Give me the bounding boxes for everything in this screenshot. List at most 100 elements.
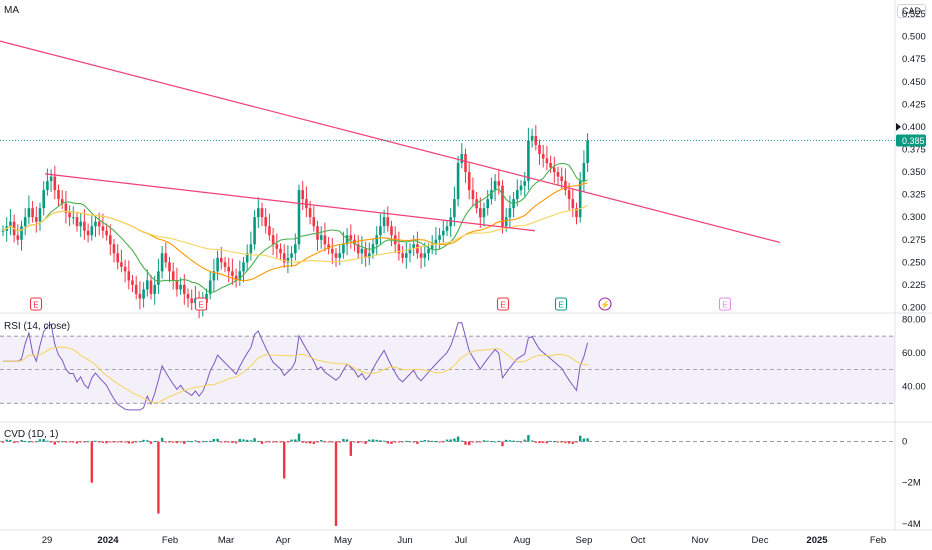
cvd-bar (575, 441, 578, 443)
cvd-bar (249, 440, 253, 442)
cvd-bar (334, 441, 338, 526)
candle-body (171, 271, 175, 281)
candle-body (208, 280, 212, 294)
cvd-bar (353, 441, 356, 443)
event-marker[interactable]: E (194, 297, 208, 311)
cvd-bar (486, 440, 489, 442)
cvd-bar (209, 440, 212, 442)
cvd-bar (530, 440, 534, 442)
main-pane[interactable] (0, 40, 895, 319)
dividend-marker-icon (598, 297, 612, 311)
candle-body (360, 248, 364, 254)
candle-body (464, 153, 467, 173)
cvd-bar (5, 439, 8, 442)
candle-body (120, 262, 123, 267)
cvd-bar (149, 441, 153, 444)
candle-body (216, 257, 219, 272)
candle-body (516, 190, 519, 200)
candle-body (101, 226, 105, 231)
candle-body (275, 244, 279, 249)
cvd-bar (490, 441, 493, 443)
candle-body (83, 221, 86, 231)
cvd-bar (1, 441, 5, 443)
event-marker[interactable]: ⚡ (598, 297, 612, 311)
cvd-bar (175, 441, 179, 444)
cvd-bar (357, 441, 360, 444)
candle-body (149, 280, 153, 294)
cvd-bar (212, 439, 216, 442)
currency-label[interactable]: CAD (896, 4, 926, 18)
cvd-bar (46, 440, 49, 442)
time-tick-label: Mar (218, 535, 234, 546)
event-marker[interactable]: E (718, 297, 732, 311)
cvd-bar (227, 441, 230, 443)
cvd-bar (464, 441, 467, 445)
event-marker[interactable]: E (29, 297, 43, 311)
candle-body (249, 244, 253, 254)
event-marker[interactable]: E (496, 297, 510, 311)
candle-body (179, 284, 182, 290)
candle-body (238, 271, 242, 281)
cvd-bar (560, 441, 563, 443)
candle-body (297, 190, 301, 245)
cvd-bar (527, 435, 530, 442)
candle-body (183, 284, 186, 294)
event-markers[interactable]: E E E E ⚡ E (29, 297, 732, 311)
candle-body (564, 181, 567, 191)
cvd-bar (479, 441, 482, 443)
candle-body (545, 158, 549, 164)
candle-body (308, 208, 312, 218)
cvd-bar (12, 441, 16, 443)
cvd-bar (571, 441, 574, 444)
candle-body (386, 217, 390, 227)
candle-body (327, 244, 330, 249)
cvd-bar (123, 441, 127, 443)
candle-body (279, 248, 282, 254)
cvd-bar (345, 439, 349, 442)
cvd-bar (172, 441, 175, 443)
cvd-bar (290, 439, 293, 442)
candle-body (72, 217, 75, 219)
price-tick-label: 0.350 (902, 167, 926, 178)
cvd-bar (164, 441, 167, 443)
time-axis[interactable]: 29 2024 Feb Mar Apr May Jun Jul Aug Sep Oct Nov Dec 2… (42, 535, 886, 546)
candle-body (571, 199, 575, 209)
candle-body (294, 244, 297, 254)
cvd-bar (349, 441, 352, 456)
cvd-bar (142, 439, 145, 442)
cvd-tick-label: 0 (902, 436, 907, 447)
last-price-value: 0.385 (902, 136, 925, 146)
candle-body (27, 208, 31, 218)
cvd-bar (127, 441, 130, 444)
candle-body (556, 172, 560, 177)
time-tick-label: Oct (631, 535, 646, 546)
cvd-bar (72, 441, 75, 443)
candle-body (442, 230, 445, 236)
candle-body (490, 190, 493, 200)
candle-body (142, 289, 145, 299)
candle-body (486, 199, 489, 209)
cvd-bar (579, 435, 582, 442)
candle-body (175, 280, 179, 290)
cvd-bar (83, 441, 86, 443)
price-tick-label: 0.425 (902, 99, 926, 110)
cvd-bar (301, 441, 304, 443)
rsi-pane[interactable] (0, 322, 895, 411)
time-tick-label: Jun (397, 535, 412, 546)
earnings-marker-icon (194, 297, 208, 311)
event-marker[interactable]: E (554, 297, 568, 311)
candle-body (538, 144, 541, 154)
price-axis[interactable]: 0.200 0.225 0.250 0.275 0.300 0.325 0.350 0.375… (896, 9, 926, 530)
time-tick-label: May (334, 535, 352, 546)
cvd-bar (371, 439, 375, 442)
candle-body (86, 230, 90, 236)
cvd-bar (423, 440, 426, 442)
candle-body (223, 262, 227, 267)
cvd-bar (323, 441, 327, 443)
time-tick-label: Feb (162, 535, 178, 546)
candle-body (379, 226, 382, 236)
candle-body (168, 262, 171, 272)
candle-body (578, 181, 582, 218)
cvd-pane[interactable] (0, 433, 895, 526)
